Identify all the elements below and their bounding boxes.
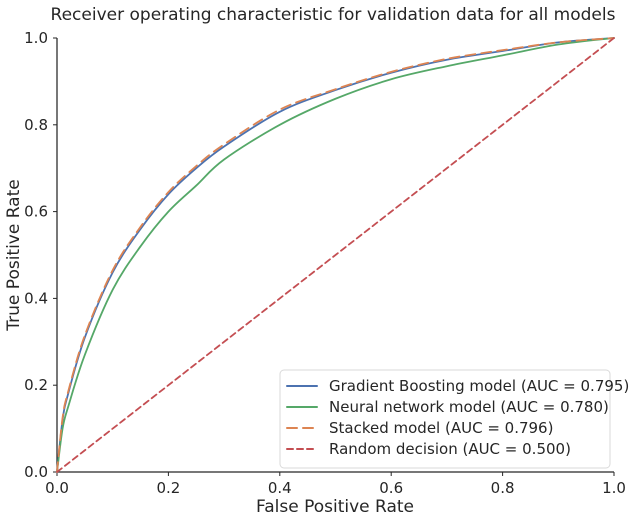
x-ticks: 0.0 0.2 0.4 0.6 0.8 1.0 [45, 472, 626, 497]
series-line [56, 37, 615, 473]
y-tick-label: 0.6 [24, 203, 48, 221]
series-layer [56, 37, 615, 473]
y-tick-label: 0.4 [24, 289, 48, 307]
y-axis-label: True Positive Rate [4, 179, 24, 331]
chart-title: Receiver operating characteristic for va… [51, 5, 616, 25]
x-tick-label: 0.2 [156, 479, 180, 497]
y-tick-label: 0.8 [24, 116, 48, 134]
y-ticks: 0.0 0.2 0.4 0.6 0.8 1.0 [24, 29, 57, 481]
y-tick-label: 0.2 [24, 376, 48, 394]
series-line [56, 37, 615, 473]
x-tick-label: 0.8 [491, 479, 515, 497]
x-tick-label: 0.4 [268, 479, 292, 497]
legend-label: Neural network model (AUC = 0.780) [329, 398, 609, 416]
legend: Gradient Boosting model (AUC = 0.795) Neu… [279, 369, 629, 469]
legend-frame [279, 369, 611, 469]
legend-label: Gradient Boosting model (AUC = 0.795) [329, 377, 629, 395]
series-line [56, 37, 615, 473]
legend-label: Random decision (AUC = 0.500) [329, 440, 571, 458]
x-axis-label: False Positive Rate [256, 497, 414, 517]
x-tick-label: 0.0 [45, 479, 69, 497]
legend-label: Stacked model (AUC = 0.796) [329, 419, 553, 437]
y-tick-label: 1.0 [24, 29, 48, 47]
x-tick-label: 0.6 [379, 479, 403, 497]
plot-area: 0.0 0.2 0.4 0.6 0.8 1.0 0.0 0.2 0.4 0.6 0.8 1.0 [24, 29, 626, 497]
series-line [56, 37, 615, 473]
legend-items: Gradient Boosting model (AUC = 0.795) Neu… [286, 377, 629, 458]
x-tick-label: 1.0 [602, 479, 626, 497]
y-tick-label: 0.0 [24, 463, 48, 481]
